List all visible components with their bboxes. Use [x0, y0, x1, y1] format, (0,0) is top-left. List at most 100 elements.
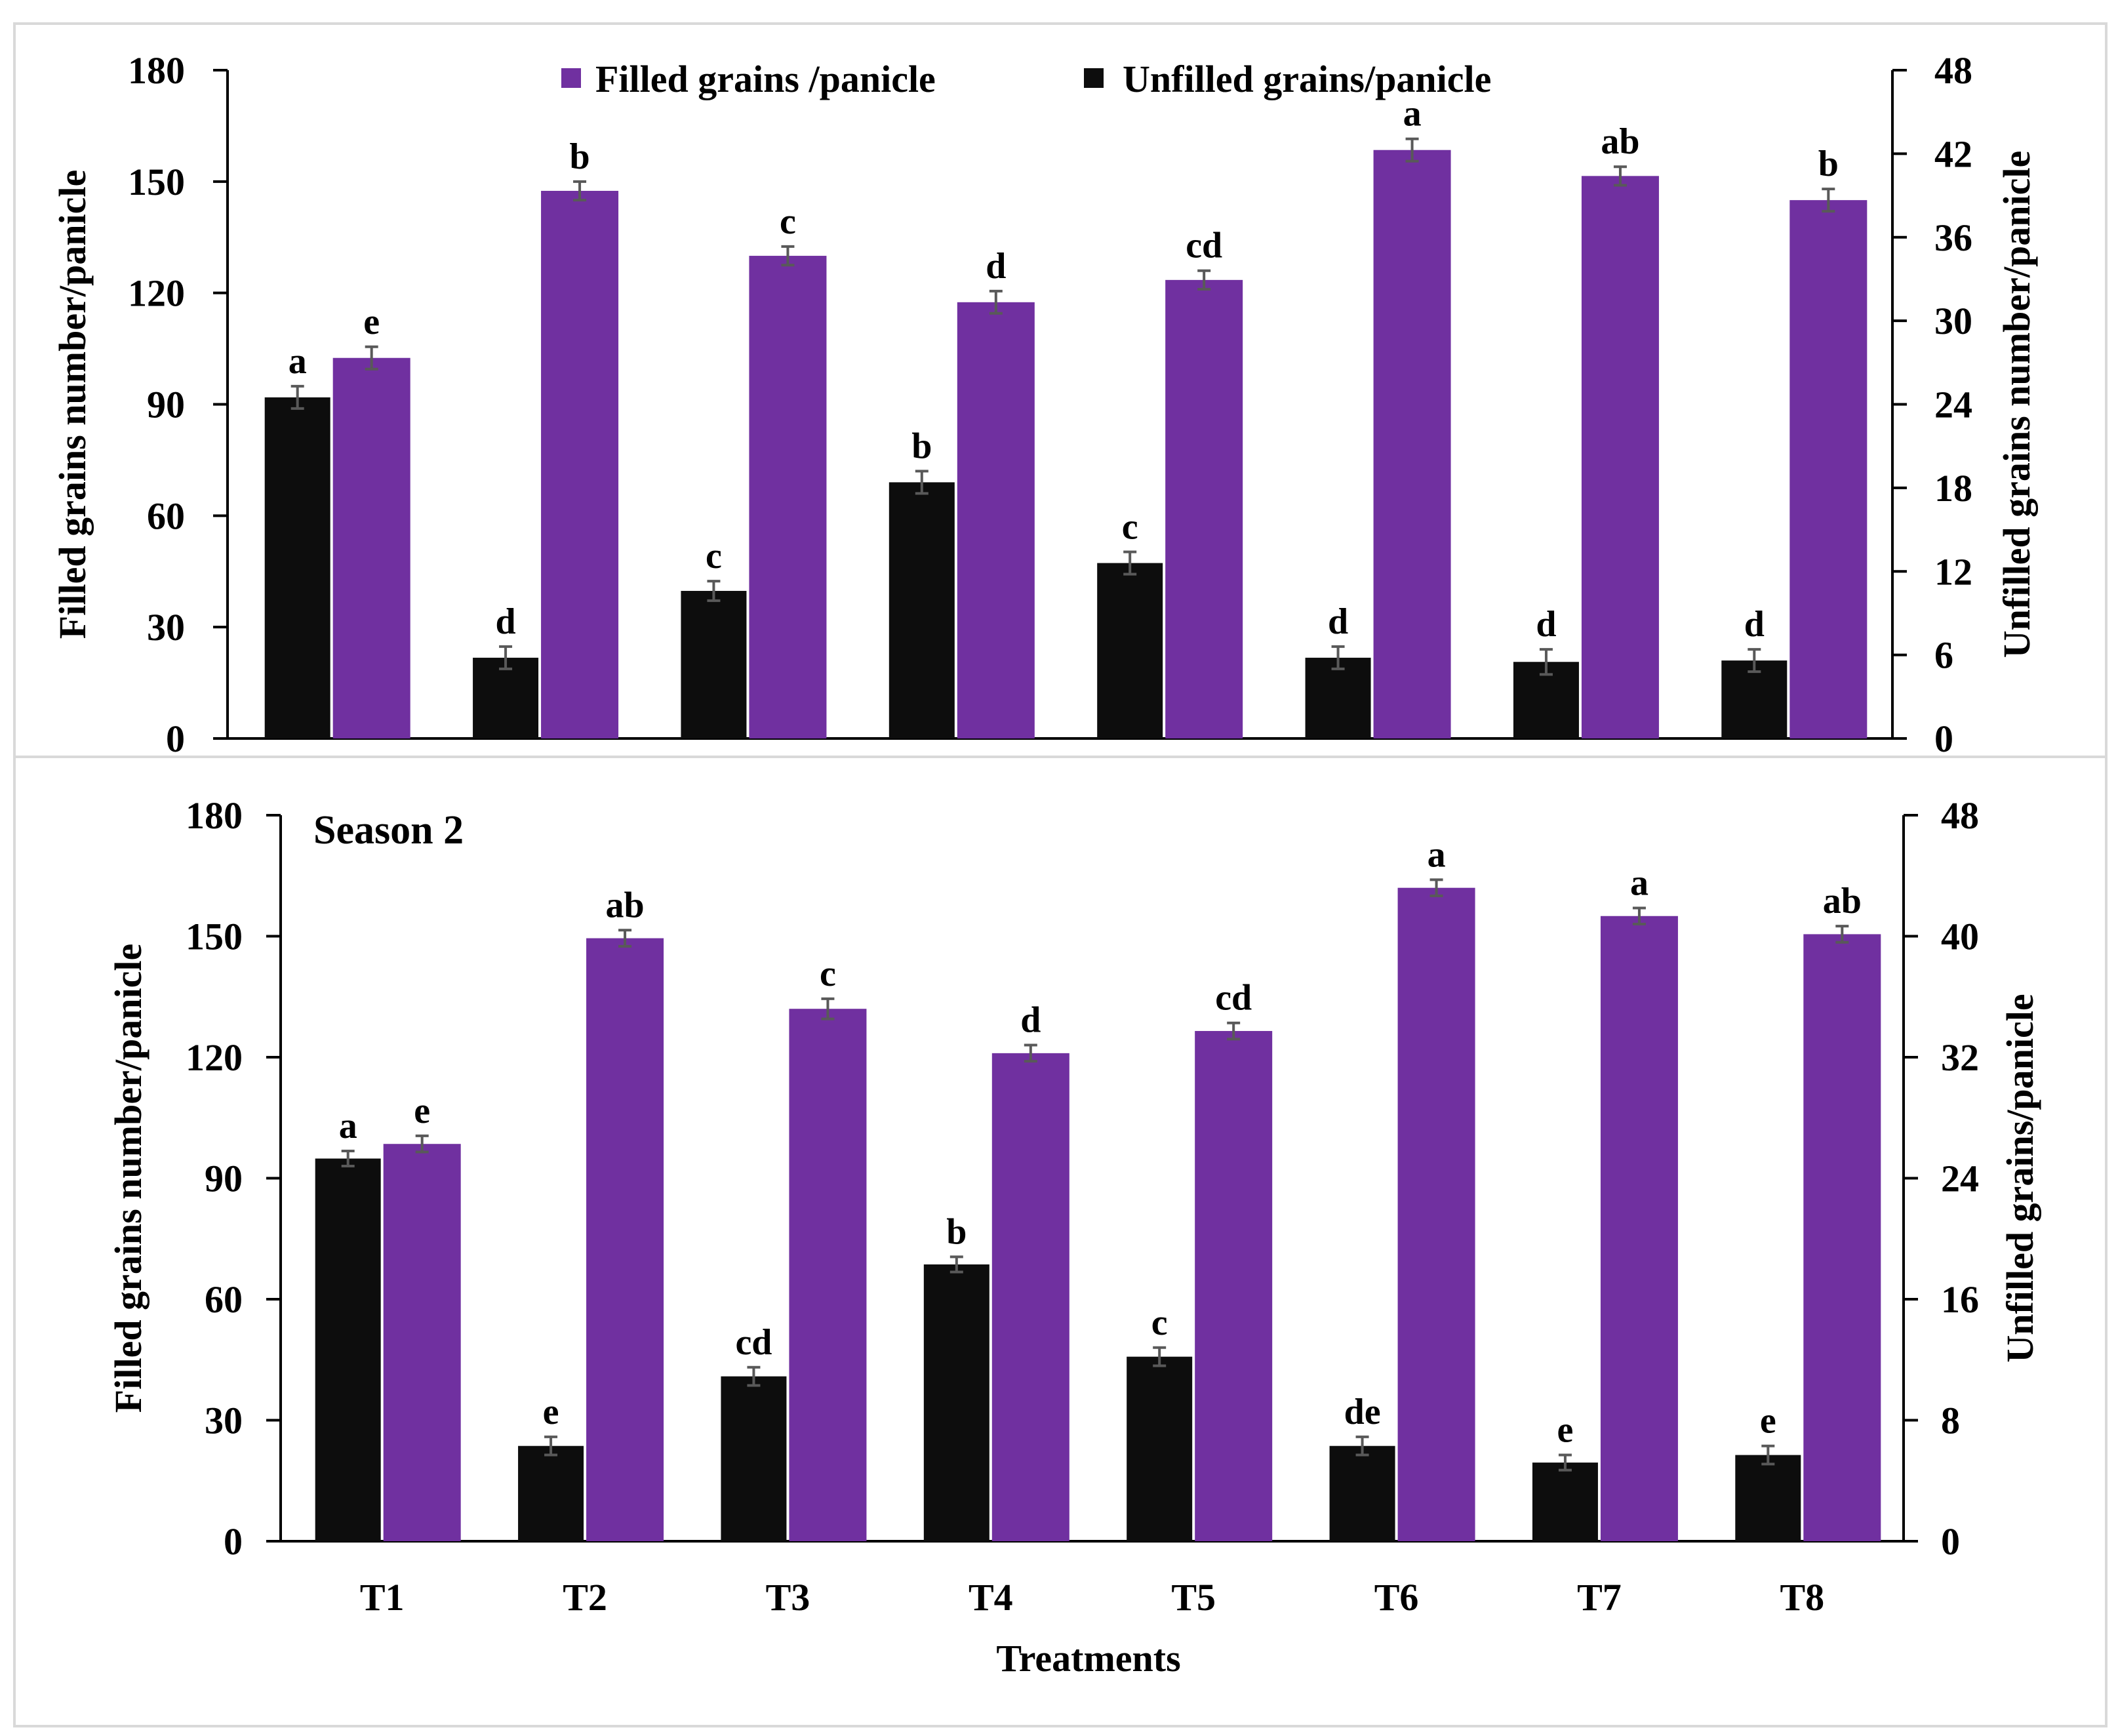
left-y-tick-label: 120: [128, 272, 185, 315]
unfilled-letter-label: a: [289, 341, 307, 382]
left-y-tick-label: 120: [186, 1036, 243, 1079]
unfilled-letter-label: d: [1536, 604, 1556, 645]
filled-letter-label: e: [363, 302, 380, 342]
filled-bar: [383, 1144, 461, 1541]
x-category-label: T4: [969, 1576, 1013, 1619]
right-y-tick-label: 40: [1941, 916, 1979, 958]
filled-letter-label: cd: [1186, 226, 1222, 266]
filled-bar: [332, 357, 410, 738]
filled-letter-label: a: [1630, 862, 1648, 903]
unfilled-bar: [473, 657, 539, 738]
right-y-tick-label: 48: [1934, 49, 1972, 92]
x-category-label: T7: [1577, 1576, 1622, 1619]
right-y-axis-title: Unfilled grains/panicle: [1999, 994, 2041, 1362]
right-y-tick-label: 6: [1934, 634, 1953, 677]
right-y-tick-label: 24: [1934, 384, 1972, 426]
right-y-tick-label: 24: [1941, 1158, 1979, 1200]
right-y-tick-label: 0: [1941, 1520, 1960, 1563]
filled-bar: [1165, 279, 1243, 738]
unfilled-letter-label: b: [911, 426, 932, 466]
left-y-tick-label: 90: [205, 1158, 243, 1200]
panel-2-border: [13, 756, 2108, 1727]
unfilled-letter-label: cd: [735, 1322, 772, 1363]
right-y-tick-label: 18: [1934, 467, 1972, 510]
left-y-tick-label: 60: [147, 495, 185, 537]
filled-bar: [1397, 887, 1475, 1541]
right-y-tick-label: 42: [1934, 132, 1972, 175]
left-y-tick-label: 60: [205, 1278, 243, 1321]
left-y-tick-label: 150: [186, 916, 243, 958]
legend-unfilled-label: Unfilled grains/panicle: [1123, 58, 1491, 100]
unfilled-letter-label: d: [1328, 601, 1348, 642]
filled-bar: [749, 256, 827, 738]
legend: Filled grains /panicle Unfilled grains/p…: [561, 58, 1491, 100]
filled-bar: [957, 302, 1035, 738]
unfilled-bar: [1532, 1463, 1598, 1541]
filled-letter-label: b: [569, 136, 589, 177]
panel-1-chart: 0 30 60 90 120 150 180 0 6 12 18 24 30 36 42 48 Filled g…: [51, 49, 2038, 760]
unfilled-bar: [264, 397, 330, 738]
unfilled-letter-label: a: [339, 1106, 357, 1146]
filled-bar: [991, 1053, 1069, 1541]
right-y-tick-label: 36: [1934, 216, 1972, 259]
filled-letter-label: a: [1403, 94, 1422, 134]
unfilled-bar: [1097, 563, 1163, 738]
x-category-label: T8: [1780, 1576, 1824, 1619]
left-y-tick-label: 150: [128, 161, 185, 203]
filled-bar: [789, 1009, 867, 1541]
filled-bar: [586, 938, 664, 1541]
left-y-tick-label: 180: [186, 794, 243, 837]
panel-2-chart: Season 2 0 30 60 90 120 150 180 0 8 16 24 32 40 48 Fil…: [107, 794, 2041, 1619]
right-y-tick-label: 48: [1941, 794, 1979, 837]
unfilled-letter-label: c: [706, 536, 722, 576]
filled-bar: [1789, 200, 1868, 738]
right-y-axis-title: Unfilled grains number/panicle: [1995, 151, 2038, 658]
unfilled-bar: [315, 1158, 381, 1541]
filled-letter-label: d: [986, 246, 1006, 287]
unfilled-letter-label: d: [1744, 604, 1765, 645]
filled-letter-label: ab: [1601, 121, 1639, 162]
unfilled-bar: [1735, 1455, 1801, 1541]
right-y-tick-label: 8: [1941, 1400, 1960, 1442]
unfilled-bar: [1329, 1445, 1395, 1541]
unfilled-bar: [1305, 657, 1371, 738]
filled-letter-label: ab: [1823, 881, 1862, 921]
right-y-tick-label: 0: [1934, 717, 1953, 760]
filled-letter-label: e: [414, 1091, 430, 1131]
left-y-tick-label: 90: [147, 384, 185, 426]
unfilled-letter-label: e: [1557, 1410, 1574, 1451]
legend-filled-swatch: [561, 68, 581, 88]
filled-letter-label: ab: [605, 885, 644, 925]
x-category-label: T5: [1171, 1576, 1216, 1619]
unfilled-bar: [923, 1264, 989, 1541]
unfilled-letter-label: c: [1151, 1302, 1168, 1343]
x-axis-title: Treatments: [996, 1637, 1180, 1680]
filled-bar: [541, 190, 619, 739]
legend-unfilled-swatch: [1084, 68, 1104, 88]
left-y-tick-label: 180: [128, 49, 185, 92]
left-y-axis-title: Filled grains number/panicle: [51, 170, 94, 639]
x-category-label: T1: [360, 1576, 405, 1619]
season-2-label: Season 2: [313, 808, 464, 853]
left-y-tick-label: 30: [205, 1400, 243, 1442]
x-category-label: T3: [766, 1576, 810, 1619]
right-y-tick-label: 16: [1941, 1278, 1979, 1321]
unfilled-bar: [721, 1376, 787, 1541]
unfilled-letter-label: de: [1344, 1392, 1381, 1432]
unfilled-letter-label: d: [495, 601, 515, 642]
unfilled-bar: [1127, 1356, 1193, 1541]
filled-letter-label: c: [820, 954, 836, 994]
filled-bar: [1803, 934, 1881, 1541]
unfilled-bar: [518, 1445, 584, 1541]
left-y-tick-label: 0: [224, 1520, 243, 1563]
filled-letter-label: a: [1428, 834, 1446, 875]
filled-bar: [1600, 916, 1678, 1541]
left-y-axis-title: Filled grains number/panicle: [107, 944, 150, 1413]
unfilled-letter-label: e: [1760, 1401, 1776, 1442]
x-category-label: T2: [563, 1576, 607, 1619]
filled-letter-label: b: [1818, 144, 1839, 184]
filled-bar: [1581, 176, 1659, 738]
unfilled-bar: [889, 482, 955, 738]
legend-filled-label: Filled grains /panicle: [595, 58, 936, 100]
right-y-tick-label: 12: [1934, 550, 1972, 593]
